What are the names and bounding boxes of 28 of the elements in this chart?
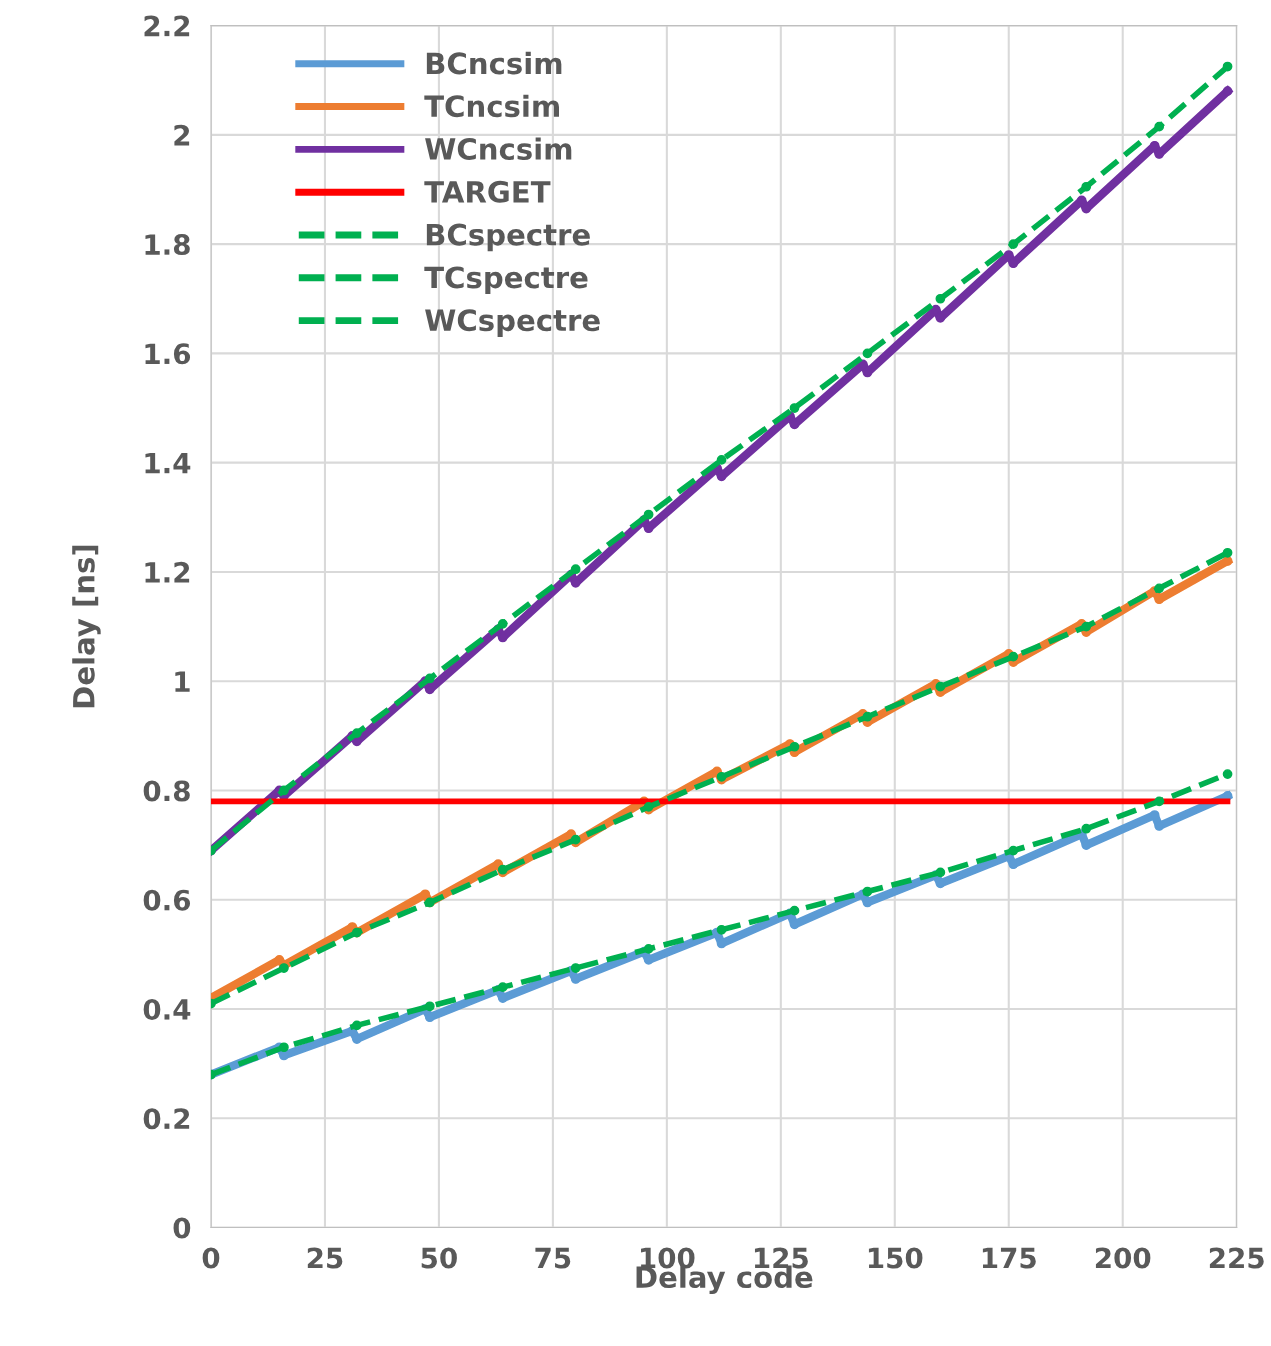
- y-tick-label: 1.6: [145, 343, 191, 365]
- x-tick-label: 0: [202, 1247, 220, 1269]
- y-tick-label: 0.6: [143, 889, 191, 911]
- y-tick-label: 1: [175, 671, 190, 692]
- y-tick-label: 2.2: [144, 15, 190, 37]
- x-tick-label: 200: [1095, 1247, 1151, 1269]
- x-tick-label: 75: [535, 1247, 571, 1269]
- legend-label: TARGET: [424, 180, 551, 203]
- y-axis-title: Delay [ns]: [72, 545, 101, 708]
- legend-label: BCncsim: [426, 51, 562, 75]
- y-tick-label: 1.8: [145, 234, 190, 256]
- y-tick-label: 0: [173, 1217, 191, 1239]
- y-tick-label: 1.4: [145, 452, 191, 474]
- legend-label: BCspectre: [426, 223, 590, 252]
- legend-label: WCncsim: [425, 137, 572, 161]
- legend-label: WCspectre: [425, 309, 600, 337]
- x-tick-label: 150: [868, 1247, 923, 1269]
- y-tick-label: 2: [174, 124, 190, 146]
- x-tick-label: 225: [1209, 1247, 1264, 1269]
- y-tick-label: 0.8: [143, 780, 190, 802]
- legend-label: TCncsim: [424, 94, 559, 118]
- legend-label: TCspectre: [424, 266, 588, 295]
- x-tick-label: 25: [307, 1247, 343, 1269]
- y-tick-label: 1.2: [145, 561, 190, 583]
- x-tick-label: 175: [982, 1247, 1036, 1269]
- x-tick-label: 50: [421, 1247, 457, 1269]
- y-tick-label: 0.2: [143, 1108, 190, 1130]
- y-tick-label: 0.4: [143, 998, 191, 1020]
